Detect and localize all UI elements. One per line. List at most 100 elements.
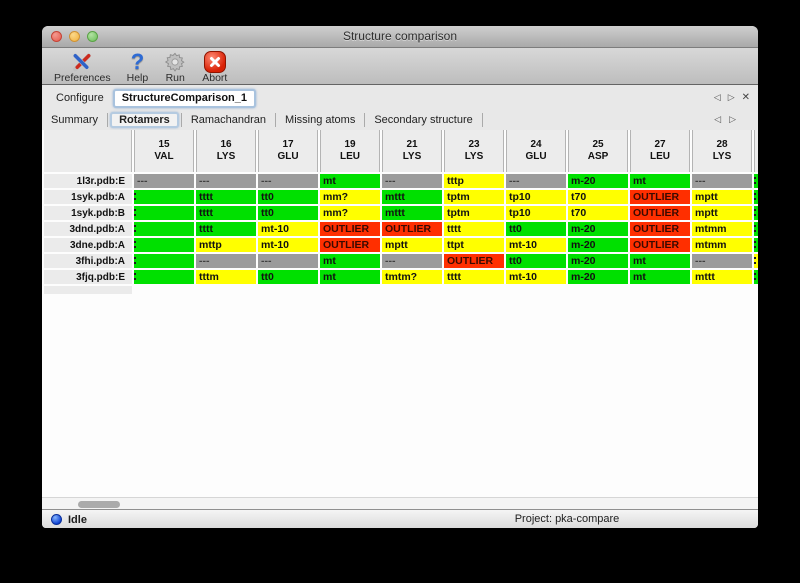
cell[interactable]: mttt <box>382 206 442 220</box>
cell[interactable]: tmtm? <box>382 270 442 284</box>
cell[interactable]: tp10 <box>506 190 566 204</box>
cell[interactable]: mt <box>320 174 380 188</box>
cell[interactable]: ttpt <box>444 238 504 252</box>
cell[interactable]: mt <box>320 254 380 268</box>
cell-partial[interactable] <box>754 190 758 204</box>
cell[interactable]: --- <box>382 174 442 188</box>
cell[interactable]: mptt <box>382 238 442 252</box>
cell-partial[interactable] <box>754 270 758 284</box>
help-button[interactable]: ? Help <box>127 48 149 84</box>
row-label[interactable]: 1syk.pdb:B <box>44 206 132 220</box>
cell-partial[interactable] <box>754 222 758 236</box>
tab-missing-atoms[interactable]: Missing atoms <box>285 114 356 126</box>
cell[interactable]: OUTLIER <box>630 206 690 220</box>
next-configuration-icon[interactable]: ▷ <box>727 93 735 103</box>
cell[interactable]: --- <box>692 254 752 268</box>
cell[interactable]: --- <box>196 254 256 268</box>
tabs-scroll-right-icon[interactable]: ▷ <box>729 115 736 125</box>
cell[interactable]: tttt <box>196 190 256 204</box>
tab-ramachandran[interactable]: Ramachandran <box>190 114 267 126</box>
cell[interactable]: m-20 <box>568 254 628 268</box>
cell[interactable]: m-20 <box>568 222 628 236</box>
cell[interactable]: mtmm <box>692 222 752 236</box>
cell[interactable]: mt <box>630 254 690 268</box>
abort-button[interactable]: Abort <box>202 48 227 84</box>
cell[interactable]: tt0 <box>506 254 566 268</box>
cell[interactable]: tt0 <box>506 222 566 236</box>
cell[interactable]: tttt <box>444 270 504 284</box>
configuration-selector[interactable]: StructureComparison_1 <box>112 88 257 108</box>
cell-partial[interactable] <box>754 174 758 188</box>
prev-configuration-icon[interactable]: ◁ <box>713 93 721 103</box>
cell-partial[interactable] <box>754 254 758 268</box>
cell[interactable]: mttp <box>196 238 256 252</box>
cell[interactable]: t70 <box>568 206 628 220</box>
cell[interactable]: tp10 <box>506 206 566 220</box>
cell[interactable]: --- <box>258 254 318 268</box>
cell[interactable]: OUTLIER <box>630 190 690 204</box>
row-label[interactable]: 3fhi.pdb:A <box>44 254 132 268</box>
cell[interactable] <box>134 190 194 204</box>
row-label[interactable]: 1l3r.pdb:E <box>44 174 132 188</box>
cell[interactable]: mt-10 <box>506 238 566 252</box>
cell[interactable] <box>134 222 194 236</box>
cell[interactable]: t70 <box>568 190 628 204</box>
cell[interactable]: tptm <box>444 206 504 220</box>
row-label[interactable]: 3fjq.pdb:E <box>44 270 132 284</box>
cell[interactable]: mt-10 <box>506 270 566 284</box>
cell[interactable]: tttt <box>444 222 504 236</box>
cell[interactable] <box>134 206 194 220</box>
cell[interactable]: mt <box>630 270 690 284</box>
row-label[interactable]: 3dnd.pdb:A <box>44 222 132 236</box>
cell[interactable]: mm? <box>320 206 380 220</box>
minimize-window-button[interactable] <box>69 31 80 42</box>
cell[interactable]: --- <box>506 174 566 188</box>
cell[interactable]: tttm <box>196 270 256 284</box>
cell[interactable]: tttt <box>196 206 256 220</box>
tabs-scroll-left-icon[interactable]: ◁ <box>714 115 722 125</box>
cell[interactable]: --- <box>196 174 256 188</box>
cell[interactable] <box>134 238 194 252</box>
cell[interactable]: tt0 <box>258 206 318 220</box>
cell[interactable]: tttt <box>196 222 256 236</box>
cell[interactable]: tttp <box>444 174 504 188</box>
cell[interactable]: --- <box>692 174 752 188</box>
cell[interactable] <box>134 254 194 268</box>
cell[interactable]: OUTLIER <box>382 222 442 236</box>
cell[interactable]: mt <box>320 270 380 284</box>
cell[interactable]: tptm <box>444 190 504 204</box>
cell-partial[interactable] <box>754 238 758 252</box>
cell-partial[interactable] <box>754 206 758 220</box>
horizontal-scrollbar[interactable] <box>42 497 758 509</box>
cell[interactable]: m-20 <box>568 270 628 284</box>
cell[interactable]: OUTLIER <box>630 238 690 252</box>
cell[interactable]: mm? <box>320 190 380 204</box>
cell[interactable]: mtmm <box>692 238 752 252</box>
run-button[interactable]: Run <box>164 48 186 84</box>
cell[interactable] <box>134 270 194 284</box>
close-window-button[interactable] <box>51 31 62 42</box>
horizontal-scrollbar-thumb[interactable] <box>78 501 120 508</box>
row-label[interactable]: 1syk.pdb:A <box>44 190 132 204</box>
cell[interactable]: --- <box>258 174 318 188</box>
cell[interactable]: m-20 <box>568 238 628 252</box>
cell[interactable]: --- <box>134 174 194 188</box>
close-configuration-icon[interactable]: ✕ <box>741 92 750 103</box>
cell[interactable]: tt0 <box>258 190 318 204</box>
cell[interactable]: mttt <box>382 190 442 204</box>
cell[interactable]: tt0 <box>258 270 318 284</box>
preferences-button[interactable]: Preferences <box>54 48 111 84</box>
cell[interactable]: mt <box>630 174 690 188</box>
zoom-window-button[interactable] <box>87 31 98 42</box>
tab-summary[interactable]: Summary <box>51 114 99 126</box>
tab-rotamers[interactable]: Rotamers <box>110 112 179 128</box>
cell[interactable]: OUTLIER <box>320 238 380 252</box>
cell[interactable]: --- <box>382 254 442 268</box>
cell[interactable]: mptt <box>692 190 752 204</box>
cell[interactable]: OUTLIER <box>444 254 504 268</box>
cell[interactable]: OUTLIER <box>630 222 690 236</box>
cell[interactable]: mt-10 <box>258 238 318 252</box>
cell[interactable]: OUTLIER <box>320 222 380 236</box>
row-label[interactable]: 3dne.pdb:A <box>44 238 132 252</box>
cell[interactable]: mt-10 <box>258 222 318 236</box>
